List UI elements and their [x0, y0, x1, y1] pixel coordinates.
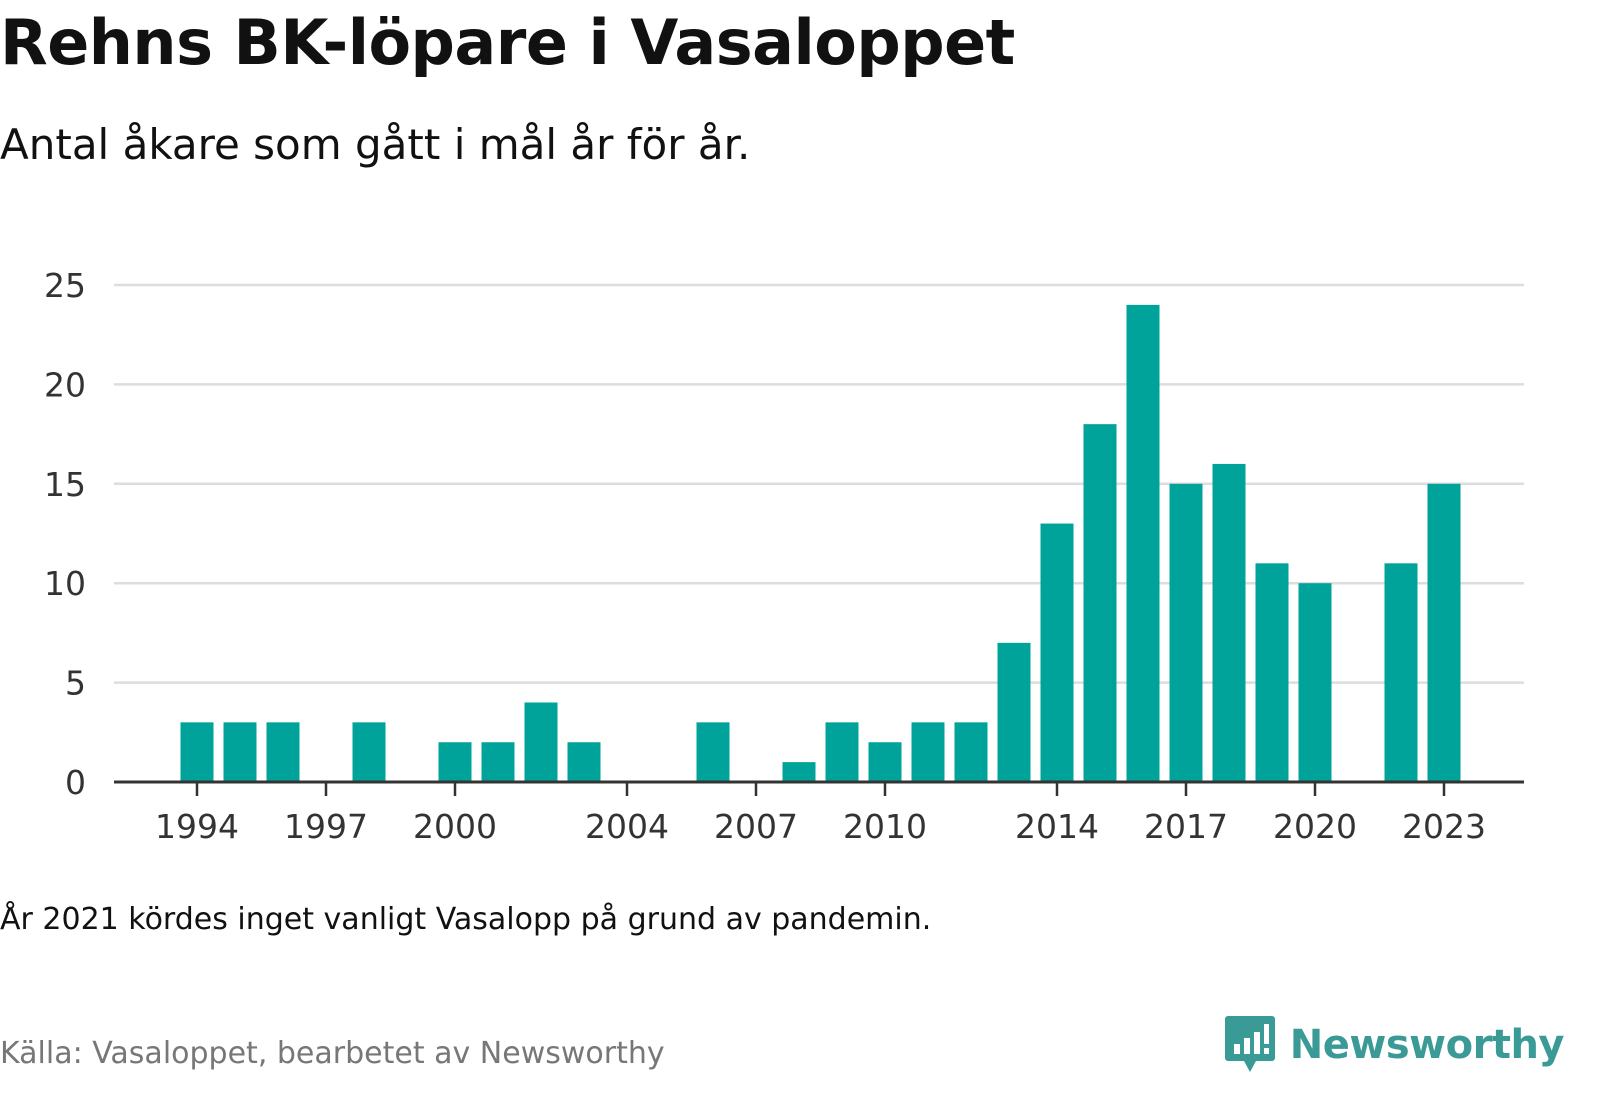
x-tick-label: 1994 — [155, 807, 239, 846]
y-tick-label: 0 — [65, 763, 86, 802]
bar-chart: 0 5 10 15 20 25 1994 1997 2000 2004 2007 2010 2014 2… — [44, 266, 1524, 846]
bar-2006 — [696, 722, 730, 782]
y-tick-label: 5 — [65, 664, 86, 703]
bar-2012 — [954, 722, 988, 782]
x-tick-label: 2000 — [413, 807, 497, 846]
bar-2010 — [868, 742, 902, 782]
x-tick-label: 2004 — [585, 807, 669, 846]
bar-2019 — [1255, 563, 1289, 782]
chart-subtitle: Antal åkare som gått i mål år för år. — [0, 120, 751, 169]
bar-2009 — [825, 722, 859, 782]
newsworthy-chart-icon — [1224, 1016, 1275, 1072]
bar-1994 — [180, 722, 214, 782]
x-tick-label: 2014 — [1015, 807, 1099, 846]
bars — [180, 304, 1461, 782]
bar-2008 — [782, 762, 816, 782]
source-note: Källa: Vasaloppet, bearbetet av Newswort… — [0, 1036, 665, 1071]
bar-2000 — [438, 742, 472, 782]
x-tick-label: 2023 — [1402, 807, 1486, 846]
bar-2017 — [1169, 483, 1203, 782]
y-tick-label: 25 — [44, 266, 86, 305]
y-tick-label: 10 — [44, 564, 86, 603]
y-axis-ticks: 0 5 10 15 20 25 — [44, 266, 86, 802]
x-axis-ticks: 1994 1997 2000 2004 2007 2010 2014 2017 2020 2023 — [114, 780, 1524, 846]
bar-2016 — [1126, 304, 1160, 782]
bar-1998 — [352, 722, 386, 782]
bar-2014 — [1040, 523, 1074, 782]
x-tick-label: 2007 — [714, 807, 798, 846]
bar-2015 — [1083, 424, 1117, 782]
chart-note: År 2021 kördes inget vanligt Vasalopp på… — [0, 902, 932, 937]
bar-2023 — [1427, 483, 1461, 782]
bar-2003 — [567, 742, 601, 782]
bar-1995 — [223, 722, 257, 782]
x-tick-label: 1997 — [284, 807, 368, 846]
x-tick-label: 2010 — [843, 807, 927, 846]
chart-title: Rehns BK-löpare i Vasaloppet — [0, 6, 1015, 79]
bar-2022 — [1384, 563, 1418, 782]
x-tick-label: 2017 — [1144, 807, 1228, 846]
y-tick-label: 15 — [44, 465, 86, 504]
newsworthy-logo[interactable]: Newsworthy — [1224, 1014, 1565, 1076]
bar-2002 — [524, 702, 558, 782]
bar-2013 — [997, 642, 1031, 782]
bar-2020 — [1298, 583, 1332, 782]
bar-2018 — [1212, 463, 1246, 782]
y-tick-label: 20 — [44, 365, 86, 404]
bar-1996 — [266, 722, 300, 782]
bar-2001 — [481, 742, 515, 782]
logo-text: Newsworthy — [1289, 1022, 1565, 1068]
bar-2011 — [911, 722, 945, 782]
gridlines — [114, 283, 1524, 684]
x-tick-label: 2020 — [1273, 807, 1357, 846]
